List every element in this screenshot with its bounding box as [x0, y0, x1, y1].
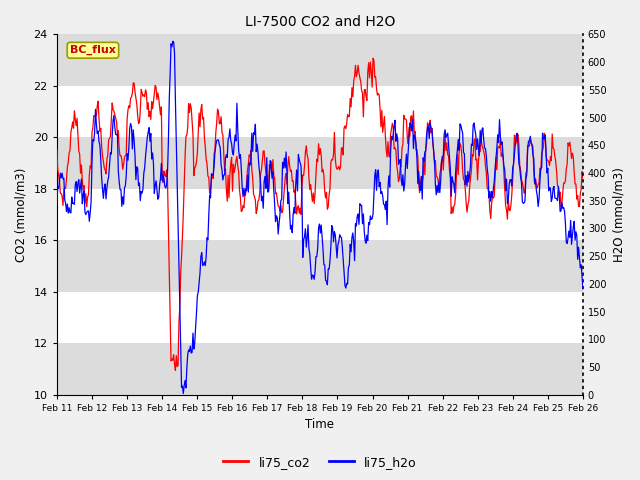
Bar — [57, 240, 583, 292]
Title: LI-7500 CO2 and H2O: LI-7500 CO2 and H2O — [244, 15, 395, 29]
Bar — [57, 137, 583, 189]
Y-axis label: H2O (mmol/m3): H2O (mmol/m3) — [612, 167, 625, 262]
Bar — [57, 343, 583, 395]
Text: BC_flux: BC_flux — [70, 45, 116, 55]
Legend: li75_co2, li75_h2o: li75_co2, li75_h2o — [218, 451, 422, 474]
Y-axis label: CO2 (mmol/m3): CO2 (mmol/m3) — [15, 168, 28, 262]
X-axis label: Time: Time — [305, 419, 334, 432]
Bar — [57, 35, 583, 86]
